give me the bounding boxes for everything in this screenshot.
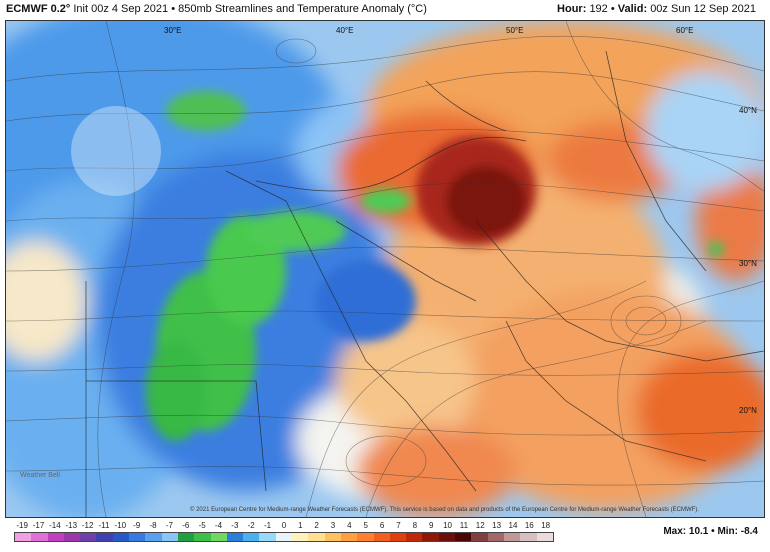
legend-tick-label: -17	[32, 521, 45, 530]
legend-tick-label: -7	[165, 521, 173, 530]
watermark-text: Weather Bell	[20, 472, 60, 479]
legend-color-swatch	[96, 533, 113, 541]
legend-color-swatch	[438, 533, 456, 541]
legend-color-swatch	[80, 533, 97, 541]
legend-color-swatch	[503, 533, 521, 541]
lon-label-30e: 30°E	[164, 26, 181, 35]
legend-tick-label: 7	[396, 521, 401, 530]
legend-tick-label: -6	[182, 521, 190, 530]
map-panel: 30°E 40°E 50°E 60°E 40°N 30°N 20°N	[5, 20, 765, 518]
legend-tick-label: -2	[247, 521, 255, 530]
legend-color-swatch	[243, 533, 260, 541]
legend-tick-label: 0	[281, 521, 287, 530]
legend-tick-label: 11	[459, 521, 469, 530]
legend-color-swatch	[31, 533, 48, 541]
copyright-credit: © 2021 European Centre for Medium-range …	[190, 507, 699, 513]
legend-color-swatch	[487, 533, 504, 541]
legend-color-swatch	[112, 533, 130, 541]
legend-tick-label: -12	[81, 521, 94, 530]
valid-value: 00z Sun 12 Sep 2021	[650, 3, 756, 15]
legend-tick-label: -14	[49, 521, 61, 530]
legend-color-swatch	[520, 533, 537, 541]
legend-color-swatch	[15, 533, 32, 541]
lon-label-50e: 50°E	[506, 26, 523, 35]
legend-color-swatch	[324, 533, 341, 541]
legend-tick-label: -9	[133, 521, 141, 530]
legend-tick-label: 2	[314, 521, 319, 530]
max-value: 10.1	[688, 526, 709, 537]
legend-tick-label: 5	[363, 521, 368, 530]
legend-tick-label: 16	[524, 521, 534, 530]
valid-label: Valid:	[617, 3, 648, 15]
temperature-anomaly-map: 30°E 40°E 50°E 60°E 40°N 30°N 20°N	[6, 21, 764, 517]
legend-tick-label: 6	[379, 521, 385, 530]
legend-color-swatch	[536, 533, 553, 541]
legend-color-swatch	[422, 533, 439, 541]
lat-label-40n: 40°N	[739, 106, 757, 115]
legend-tick-label: 9	[428, 521, 434, 530]
legend-tick-label: -5	[198, 521, 206, 530]
init-time: Init 00z 4 Sep 2021	[73, 3, 169, 15]
legend-color-swatch	[340, 533, 358, 541]
hour-value: 192	[589, 3, 608, 15]
legend-color-swatch	[161, 533, 178, 541]
legend-color-swatch	[226, 533, 244, 541]
legend-color-swatch	[259, 533, 276, 541]
lon-label-60e: 60°E	[676, 26, 693, 35]
watermark-logo-icon	[71, 106, 161, 196]
legend-color-swatch	[455, 533, 472, 541]
legend-color-swatch	[471, 533, 488, 541]
legend-tick-label: 1	[298, 521, 303, 530]
max-label: Max:	[663, 526, 687, 537]
lat-label-30n: 30°N	[739, 259, 757, 268]
legend-tick-label: 13	[492, 521, 502, 530]
min-value: -8.4	[740, 526, 758, 537]
max-min-readout: Max: 10.1 • Min: -8.4	[663, 526, 758, 537]
legend-color-swatch	[210, 533, 227, 541]
legend-tick-label: 18	[541, 521, 551, 530]
legend-color-swatch	[177, 533, 195, 541]
lon-label-40e: 40°E	[336, 26, 353, 35]
legend-tick-label: 14	[508, 521, 518, 530]
legend-color-swatch	[292, 533, 309, 541]
legend-color-swatch	[129, 533, 146, 541]
legend-tick-label: -8	[149, 521, 157, 530]
legend-tick-label: 8	[412, 521, 418, 530]
legend-color-swatch	[47, 533, 64, 541]
color-legend: -19 -17 -14 -13 -12 -11 -10 -9 -8 -7 -6 -5 -4 -3 -2 -1 0…	[14, 520, 554, 548]
hour-label: Hour:	[557, 3, 587, 15]
legend-tick-labels: -19 -17 -14 -13 -12 -11 -10 -9 -8 -7 -6 -5 -4 -3 -2 -1 0…	[14, 520, 554, 532]
map-title: ECMWF 0.2° Init 00z 4 Sep 2021 • 850mb S…	[6, 3, 427, 15]
legend-color-swatch	[357, 533, 374, 541]
legend-color-swatch	[373, 533, 390, 541]
legend-color-swatch	[275, 533, 293, 541]
legend-tick-label: -10	[114, 521, 127, 530]
legend-tick-label: 4	[347, 521, 352, 530]
header-bar: ECMWF 0.2° Init 00z 4 Sep 2021 • 850mb S…	[0, 0, 770, 20]
legend-color-swatch	[389, 533, 407, 541]
legend-tick-label: -19	[16, 521, 28, 530]
legend-color-swatch	[63, 533, 81, 541]
legend-tick-label: -3	[231, 521, 239, 530]
legend-color-swatch	[308, 533, 325, 541]
product-name: 850mb Streamlines and Temperature Anomal…	[178, 3, 427, 15]
model-name: ECMWF 0.2°	[6, 3, 71, 15]
min-label: Min:	[717, 526, 738, 537]
valid-time: Hour: 192 • Valid: 00z Sun 12 Sep 2021	[557, 3, 756, 15]
legend-color-bar	[14, 532, 554, 542]
legend-tick-label: -13	[65, 521, 78, 530]
legend-tick-label: 10	[443, 521, 452, 530]
legend-tick-label: 12	[475, 521, 485, 530]
legend-tick-label: -4	[214, 521, 223, 530]
legend-color-swatch	[145, 533, 162, 541]
legend-tick-label: -11	[98, 521, 110, 530]
legend-tick-label: -1	[264, 521, 272, 530]
lat-label-20n: 20°N	[739, 406, 757, 415]
legend-color-swatch	[406, 533, 423, 541]
legend-tick-label: 3	[330, 521, 336, 530]
legend-color-swatch	[194, 533, 211, 541]
